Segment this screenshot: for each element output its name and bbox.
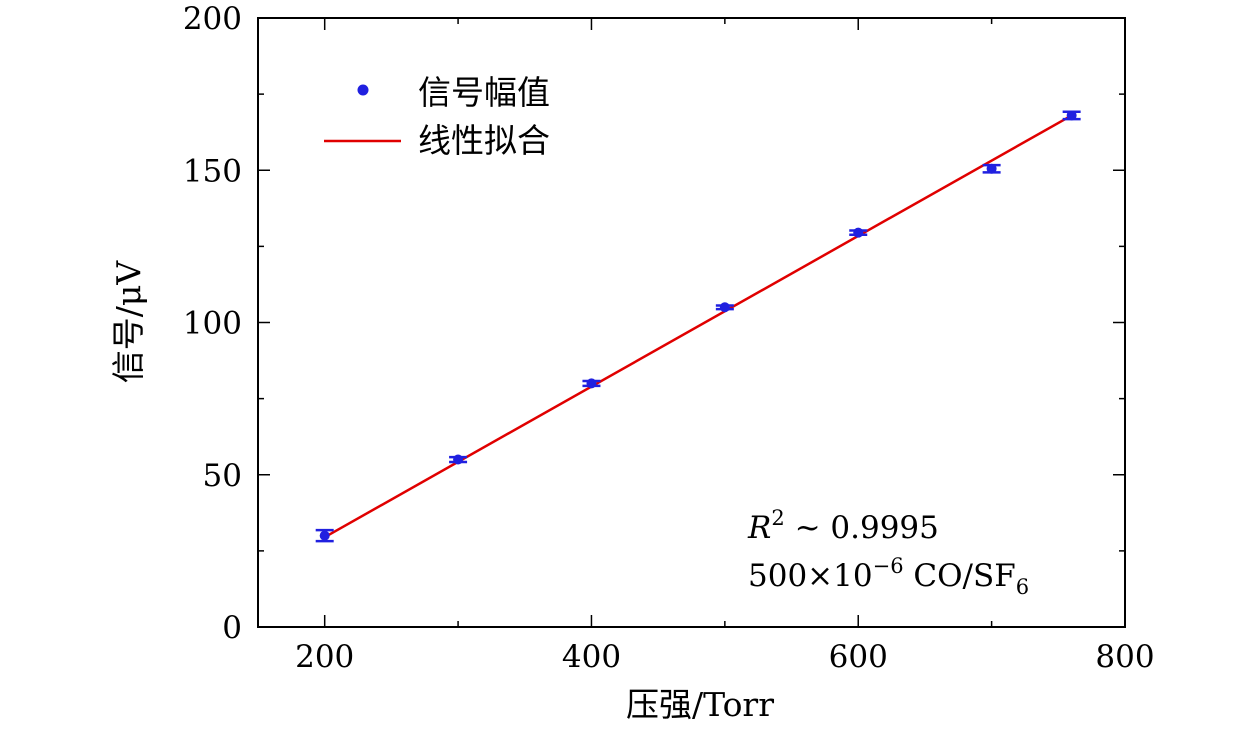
annotation-r2-symbol: R bbox=[747, 510, 771, 546]
data-point-marker bbox=[1066, 110, 1077, 121]
annotation-conc-power: −6 bbox=[873, 554, 904, 578]
axis-ticks bbox=[258, 17, 1126, 628]
x-tick-label: 200 bbox=[295, 639, 354, 675]
data-point bbox=[449, 454, 468, 465]
data-point-marker bbox=[853, 227, 864, 238]
data-point bbox=[582, 378, 601, 389]
annotation-concentration: 500×10−6 CO/SF6 bbox=[748, 554, 1029, 599]
data-points-layer bbox=[315, 110, 1081, 543]
data-point bbox=[982, 163, 1001, 174]
axis-tick-labels: 200 400 600 800 0 50 100 150 200 bbox=[183, 1, 1155, 675]
data-point-marker bbox=[319, 530, 330, 541]
annotation-r2-power: 2 bbox=[771, 506, 784, 530]
fit-line-layer bbox=[324, 114, 1073, 539]
data-point bbox=[315, 528, 334, 543]
data-point bbox=[1062, 110, 1081, 121]
data-point-marker bbox=[719, 302, 730, 313]
annotation-r2-value: ~ 0.9995 bbox=[785, 510, 939, 546]
annotation-conc-subscript: 6 bbox=[1016, 575, 1029, 599]
legend: 信号幅值 线性拟合 bbox=[324, 73, 550, 160]
legend-marker-signal bbox=[357, 84, 369, 96]
data-point-marker bbox=[586, 378, 597, 389]
legend-label-fit: 线性拟合 bbox=[418, 121, 550, 160]
y-tick-label: 200 bbox=[183, 1, 242, 37]
data-point bbox=[849, 227, 868, 238]
y-tick-label: 50 bbox=[203, 458, 242, 494]
y-tick-label: 0 bbox=[222, 610, 242, 646]
annotation-conc-species: CO/SF bbox=[904, 558, 1016, 594]
data-point-marker bbox=[453, 454, 464, 465]
data-point bbox=[715, 302, 734, 313]
annotation-r2: R2 ~ 0.9995 bbox=[747, 506, 939, 546]
data-point-marker bbox=[986, 163, 997, 174]
annotation: R2 ~ 0.9995 500×10−6 CO/SF6 bbox=[747, 506, 1029, 599]
legend-label-signal: 信号幅值 bbox=[418, 73, 550, 112]
y-axis-title: 信号/μV bbox=[109, 260, 148, 384]
annotation-conc-value: 500×10 bbox=[748, 558, 873, 594]
fit-line bbox=[324, 114, 1073, 539]
y-tick-label: 100 bbox=[183, 306, 242, 342]
x-axis-title: 压强/Torr bbox=[626, 685, 774, 724]
plot-frame bbox=[257, 17, 1126, 628]
x-tick-label: 800 bbox=[1095, 639, 1154, 675]
y-tick-label: 150 bbox=[183, 153, 242, 189]
x-tick-label: 600 bbox=[829, 639, 888, 675]
x-tick-label: 400 bbox=[562, 639, 621, 675]
